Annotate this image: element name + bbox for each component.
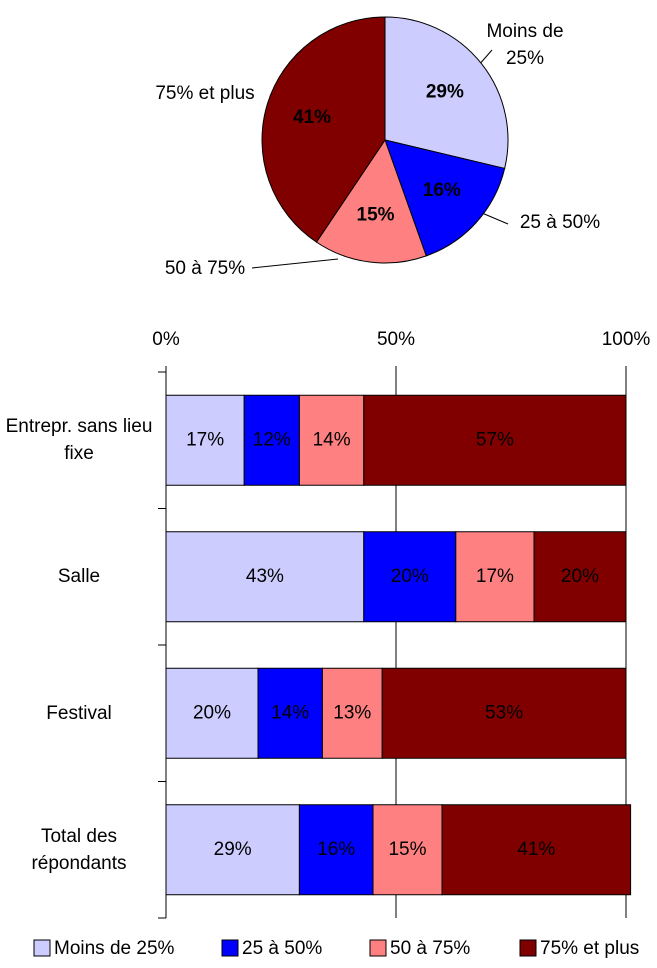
bar-segment [455,531,535,623]
bar-value-label: 41% [517,839,555,860]
legend-swatch [33,939,51,957]
bar-value-label: 14% [271,702,309,723]
leader-line [251,258,339,269]
bar-segment [372,804,443,896]
y-tick-label: Festival [46,702,112,724]
bar-value-label: 20% [193,702,231,723]
y-tick-label: Entrepr. sans lieu fixe [5,416,153,465]
bar-segment [243,394,300,486]
leader-line [481,212,509,225]
bar-value-label: 14% [313,429,351,450]
bar-value-label: 17% [186,429,224,450]
bar-value-label: 12% [253,429,291,450]
x-tick-label: 50% [377,329,415,350]
pie-slice [384,139,506,257]
bar-segment [363,531,457,623]
bar-value-label: 20% [561,566,599,587]
slice-value-label: 29% [426,82,464,103]
bar-value-label: 57% [476,429,514,450]
legend-label: 75% et plus [540,938,639,959]
slice-label: 75% et plus [155,83,255,104]
bar-value-label: 17% [476,566,514,587]
bar-segment [363,394,627,486]
bar-segment [298,804,374,896]
pie-slice [261,16,386,243]
slice-label: Moins de 25% [486,21,564,69]
slice-value-label: 41% [293,107,331,128]
bar-segment [533,531,627,623]
y-tick-label: Salle [57,566,101,588]
legend-label: 25 à 50% [242,938,322,959]
bar-segment [165,804,300,896]
slice-value-label: 16% [423,180,461,201]
pie-slice [315,138,427,264]
bar-value-label: 29% [214,839,252,860]
legend-label: 50 à 75% [390,938,470,959]
bar-value-label: 53% [485,702,523,723]
bar-value-label: 15% [388,839,426,860]
bar-segment [298,394,365,486]
bar-segment [441,804,632,896]
bar-segment [165,667,259,759]
legend-label: Moins de 25% [54,938,175,959]
slice-label: 25 à 50% [519,212,601,233]
x-tick-label: 100% [602,329,651,350]
bar-segment [165,531,365,623]
bar-value-label: 20% [391,566,429,587]
x-tick-label: 0% [152,329,180,350]
bar-segment [381,667,627,759]
legend-swatch [221,939,239,957]
bar-segment [321,667,383,759]
slice-label: 50 à 75% [164,258,246,279]
slice-value-label: 15% [357,205,395,226]
pie-slice [384,16,509,170]
y-tick-label: Total des répondants [31,825,127,874]
bar-value-label: 16% [317,839,355,860]
legend-swatch [519,939,537,957]
legend-swatch [369,939,387,957]
bar-value-label: 13% [333,702,371,723]
bar-value-label: 43% [246,566,284,587]
